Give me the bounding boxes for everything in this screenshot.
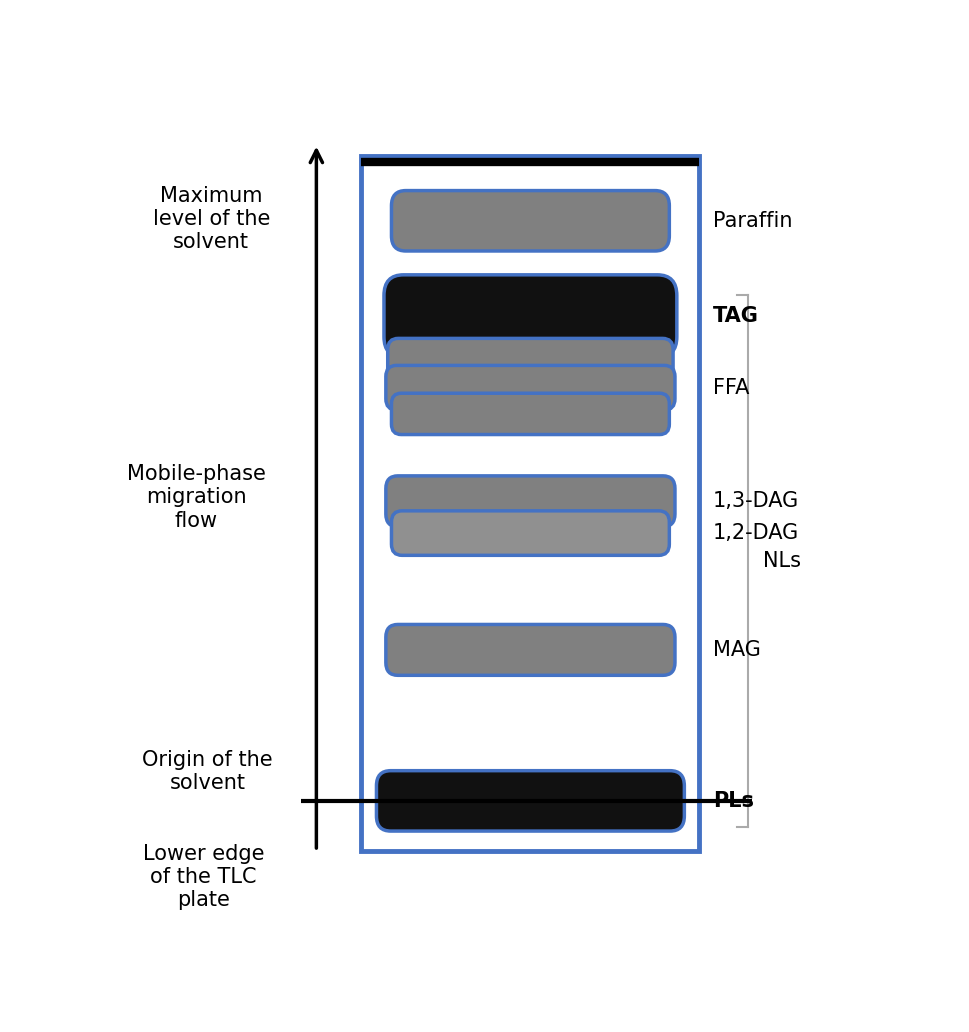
FancyBboxPatch shape <box>391 511 670 555</box>
Text: TAG: TAG <box>713 307 759 326</box>
Text: Maximum
level of the
solvent: Maximum level of the solvent <box>152 186 270 253</box>
Text: Mobile-phase
migration
flow: Mobile-phase migration flow <box>127 464 266 530</box>
Text: Origin of the
solvent: Origin of the solvent <box>142 750 273 793</box>
FancyBboxPatch shape <box>386 365 675 410</box>
FancyBboxPatch shape <box>391 191 670 251</box>
FancyBboxPatch shape <box>386 476 675 526</box>
Text: MAG: MAG <box>713 640 761 659</box>
Text: 1,2-DAG: 1,2-DAG <box>713 523 799 543</box>
Text: PLs: PLs <box>713 791 754 811</box>
FancyBboxPatch shape <box>384 275 676 357</box>
Text: NLs: NLs <box>764 551 801 571</box>
Text: 1,3-DAG: 1,3-DAG <box>713 491 799 511</box>
Text: Lower edge
of the TLC
plate: Lower edge of the TLC plate <box>143 844 265 910</box>
FancyBboxPatch shape <box>361 156 700 851</box>
Text: FFA: FFA <box>713 378 749 397</box>
FancyBboxPatch shape <box>386 624 675 675</box>
FancyBboxPatch shape <box>391 393 670 434</box>
Text: Paraffin: Paraffin <box>713 211 793 231</box>
FancyBboxPatch shape <box>388 338 673 383</box>
FancyBboxPatch shape <box>376 771 684 831</box>
